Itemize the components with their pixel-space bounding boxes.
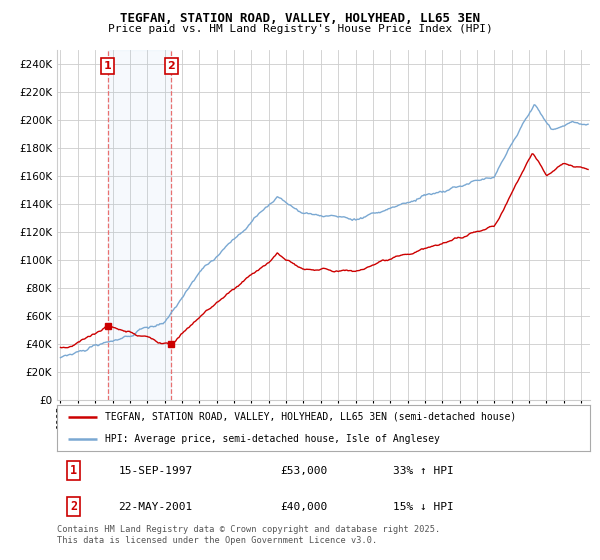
- Text: HPI: Average price, semi-detached house, Isle of Anglesey: HPI: Average price, semi-detached house,…: [105, 434, 440, 444]
- Text: 2: 2: [70, 500, 77, 513]
- Text: Contains HM Land Registry data © Crown copyright and database right 2025.
This d: Contains HM Land Registry data © Crown c…: [57, 525, 440, 545]
- Text: 15% ↓ HPI: 15% ↓ HPI: [392, 502, 454, 512]
- Text: 33% ↑ HPI: 33% ↑ HPI: [392, 465, 454, 475]
- Text: £53,000: £53,000: [281, 465, 328, 475]
- Bar: [107, 50, 172, 400]
- Text: 2: 2: [167, 61, 175, 71]
- Text: TEGFAN, STATION ROAD, VALLEY, HOLYHEAD, LL65 3EN: TEGFAN, STATION ROAD, VALLEY, HOLYHEAD, …: [120, 12, 480, 25]
- Text: 1: 1: [104, 61, 112, 71]
- Text: TEGFAN, STATION ROAD, VALLEY, HOLYHEAD, LL65 3EN (semi-detached house): TEGFAN, STATION ROAD, VALLEY, HOLYHEAD, …: [105, 412, 516, 422]
- Text: £40,000: £40,000: [281, 502, 328, 512]
- Text: Price paid vs. HM Land Registry's House Price Index (HPI): Price paid vs. HM Land Registry's House …: [107, 24, 493, 34]
- Text: 1: 1: [70, 464, 77, 477]
- Text: 15-SEP-1997: 15-SEP-1997: [118, 465, 193, 475]
- Text: 22-MAY-2001: 22-MAY-2001: [118, 502, 193, 512]
